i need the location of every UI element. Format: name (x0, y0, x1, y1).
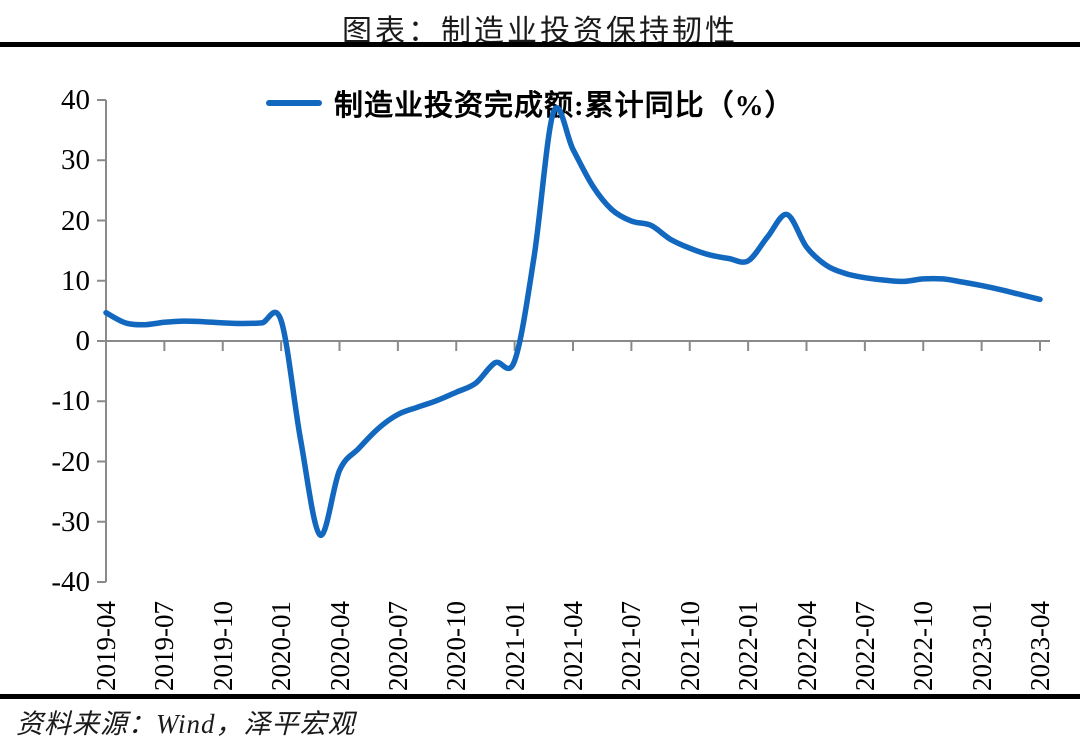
x-axis-label: 2022-10 (908, 601, 939, 691)
top-divider-rule (0, 42, 1080, 47)
y-axis-label: 10 (61, 264, 90, 297)
x-axis-label: 2019-10 (207, 601, 238, 691)
x-axis-label: 2023-04 (1025, 601, 1055, 691)
bottom-divider-rule (0, 694, 1080, 699)
x-axis-label: 2020-01 (266, 601, 297, 691)
x-axis-label: 2022-01 (733, 601, 764, 691)
x-axis-label: 2021-07 (616, 601, 647, 691)
y-axis-label: -10 (51, 385, 90, 418)
y-axis-label: -30 (51, 505, 90, 538)
x-axis-label: 2019-07 (149, 601, 180, 691)
y-axis-label: -20 (51, 445, 90, 478)
source-note: 资料来源：Wind，泽平宏观 (16, 709, 356, 739)
y-axis-label: 0 (75, 325, 91, 357)
x-axis-label: 2021-01 (499, 601, 530, 691)
x-axis-label: 2020-10 (441, 601, 472, 691)
x-axis-label: 2022-07 (849, 601, 880, 691)
x-axis-label: 2021-10 (674, 601, 705, 691)
y-axis-label: 40 (61, 84, 90, 116)
y-axis-label: 20 (61, 204, 90, 237)
y-axis-label: 30 (61, 144, 90, 177)
x-axis-label: 2020-04 (324, 601, 355, 691)
x-axis-label: 2022-04 (791, 601, 822, 691)
x-axis-label: 2020-07 (382, 601, 413, 691)
y-axis-label: -40 (51, 566, 90, 598)
data-line-series (103, 105, 1043, 538)
x-axis-label: 2019-04 (91, 601, 121, 691)
x-axis-label: 2021-04 (558, 601, 588, 691)
legend-line-swatch (266, 100, 322, 106)
x-axis-label: 2023-01 (966, 601, 997, 691)
